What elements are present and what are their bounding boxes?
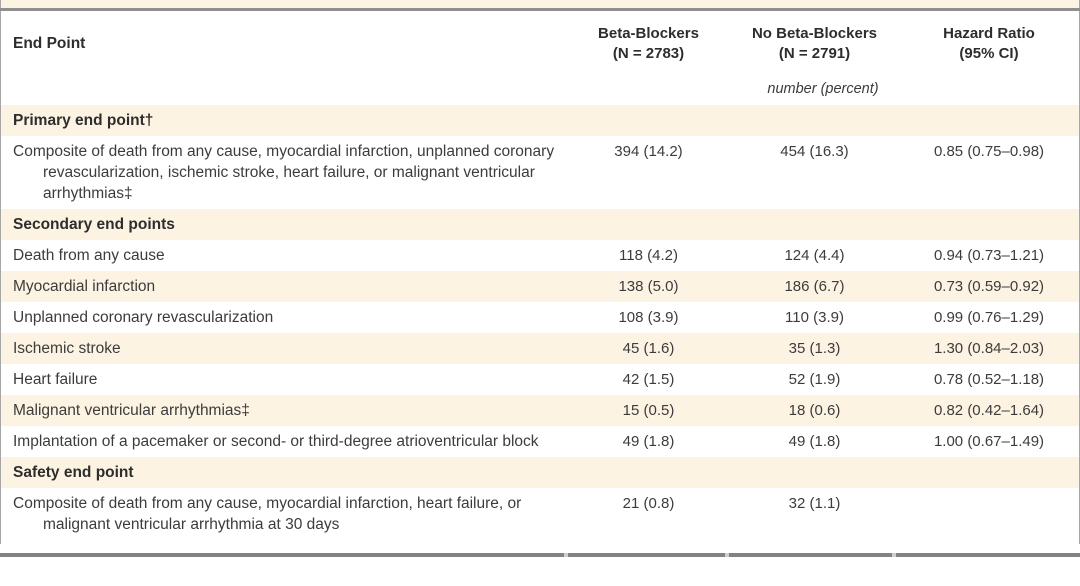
bottom-rule-gap — [892, 553, 896, 557]
hazard-ratio-value — [899, 488, 1079, 544]
table-row: Heart failure 42 (1.5) 52 (1.9) 0.78 (0.52–… — [1, 364, 1079, 395]
bottom-rule — [0, 553, 1080, 557]
results-table: End Point Beta-Blockers (N = 2783) No Be… — [1, 11, 1079, 544]
no-beta-blockers-value: 35 (1.3) — [788, 340, 841, 357]
beta-blockers-label: Beta-Blockers — [598, 25, 699, 42]
section-header-label: Primary end point† — [13, 112, 154, 129]
table-row: Implantation of a pacemaker or second- o… — [1, 426, 1079, 457]
no-beta-blockers-n: (N = 2791) — [778, 45, 851, 62]
hazard-ratio-value: 0.73 (0.59–0.92) — [933, 278, 1045, 295]
beta-blockers-n: (N = 2783) — [612, 45, 685, 62]
hazard-ratio-ci: (95% CI) — [959, 45, 1019, 62]
table-row: Ischemic stroke 45 (1.6) 35 (1.3) 1.30 (0.8… — [1, 333, 1079, 364]
column-header-row: End Point Beta-Blockers (N = 2783) No Be… — [1, 11, 1079, 77]
hazard-ratio-value: 0.94 (0.73–1.21) — [933, 247, 1045, 264]
endpoint-cell: Ischemic stroke — [13, 340, 121, 357]
bottom-rule-segment — [729, 553, 892, 557]
hazard-ratio-value: 0.99 (0.76–1.29) — [933, 309, 1045, 326]
no-beta-blockers-value: 110 (3.9) — [785, 309, 844, 326]
endpoint-cell: Heart failure — [13, 371, 98, 388]
no-beta-blockers-value: 186 (6.7) — [784, 278, 845, 295]
bottom-gap — [0, 544, 1080, 553]
beta-blockers-value: 15 (0.5) — [622, 402, 675, 419]
hazard-ratio-value: 1.00 (0.67–1.49) — [933, 433, 1045, 450]
units-subheader-row: number (percent) — [1, 77, 1079, 105]
table-row: Unplanned coronary revascularization 108 … — [1, 302, 1079, 333]
table-row: Composite of death from any cause, myoca… — [1, 488, 1079, 544]
section-header-label: Secondary end points — [13, 216, 175, 233]
hazard-ratio-label: Hazard Ratio — [943, 25, 1035, 42]
endpoint-cell: Composite of death from any cause, myoca… — [13, 143, 555, 202]
hazard-ratio-value: 0.82 (0.42–1.64) — [933, 402, 1045, 419]
bottom-rule-gap — [564, 553, 568, 557]
hazard-ratio-value: 0.85 (0.75–0.98) — [933, 143, 1045, 160]
table-row: Malignant ventricular arrhythmias‡ 15 (0.… — [1, 395, 1079, 426]
beta-blockers-value: 21 (0.8) — [622, 495, 675, 512]
units-subheader: number (percent) — [767, 80, 879, 97]
endpoint-cell: Unplanned coronary revascularization — [13, 309, 274, 326]
bottom-rule-gap — [725, 553, 729, 557]
endpoint-cell: Malignant ventricular arrhythmias‡ — [13, 402, 250, 419]
section-header-row: Primary end point† — [1, 105, 1079, 136]
endpoint-cell: Implantation of a pacemaker or second- o… — [13, 433, 539, 450]
no-beta-blockers-value: 52 (1.9) — [788, 371, 841, 388]
table-rows: Primary end point† Composite of death fro… — [1, 105, 1079, 544]
table-head: End Point Beta-Blockers (N = 2783) No Be… — [1, 11, 1079, 105]
hazard-ratio-value: 1.30 (0.84–2.03) — [933, 340, 1045, 357]
no-beta-blockers-value: 49 (1.8) — [788, 433, 841, 450]
endpoint-column-header: End Point — [13, 35, 86, 52]
endpoint-cell: Myocardial infarction — [13, 278, 156, 295]
subheader-spacer — [1, 77, 567, 105]
top-cream-strip — [0, 0, 1080, 8]
top-rule — [0, 8, 1080, 11]
bottom-rule-segment — [896, 553, 1080, 557]
beta-blockers-value: 394 (14.2) — [614, 143, 683, 160]
beta-blockers-column-header: Beta-Blockers (N = 2783) — [567, 11, 730, 77]
section-header-label: Safety end point — [13, 464, 134, 481]
beta-blockers-value: 49 (1.8) — [622, 433, 675, 450]
beta-blockers-value: 45 (1.6) — [622, 340, 675, 357]
table-body-wrap: End Point Beta-Blockers (N = 2783) No Be… — [0, 11, 1080, 544]
bottom-rule-segment — [0, 553, 564, 557]
no-beta-blockers-column-header: No Beta-Blockers (N = 2791) — [730, 11, 899, 77]
no-beta-blockers-value: 18 (0.6) — [788, 402, 841, 419]
endpoint-cell: Death from any cause — [13, 247, 165, 264]
hazard-ratio-column-header: Hazard Ratio (95% CI) — [899, 11, 1079, 77]
beta-blockers-value: 138 (5.0) — [618, 278, 679, 295]
table-row: Myocardial infarction 138 (5.0) 186 (6.7) 0… — [1, 271, 1079, 302]
table-row: Death from any cause 118 (4.2) 124 (4.4) 0.… — [1, 240, 1079, 271]
no-beta-blockers-value: 124 (4.4) — [784, 247, 845, 264]
no-beta-blockers-value: 454 (16.3) — [780, 143, 849, 160]
beta-blockers-value: 42 (1.5) — [622, 371, 675, 388]
endpoint-cell: Composite of death from any cause, myoca… — [13, 495, 522, 533]
bottom-rule-segment — [568, 553, 725, 557]
no-beta-blockers-label: No Beta-Blockers — [751, 25, 878, 42]
no-beta-blockers-value: 32 (1.1) — [788, 495, 841, 512]
section-header-row: Safety end point — [1, 457, 1079, 488]
table-row: Composite of death from any cause, myoca… — [1, 136, 1079, 209]
beta-blockers-value: 118 (4.2) — [619, 247, 678, 264]
hazard-ratio-value: 0.78 (0.52–1.18) — [933, 371, 1045, 388]
section-header-row: Secondary end points — [1, 209, 1079, 240]
beta-blockers-value: 108 (3.9) — [618, 309, 679, 326]
